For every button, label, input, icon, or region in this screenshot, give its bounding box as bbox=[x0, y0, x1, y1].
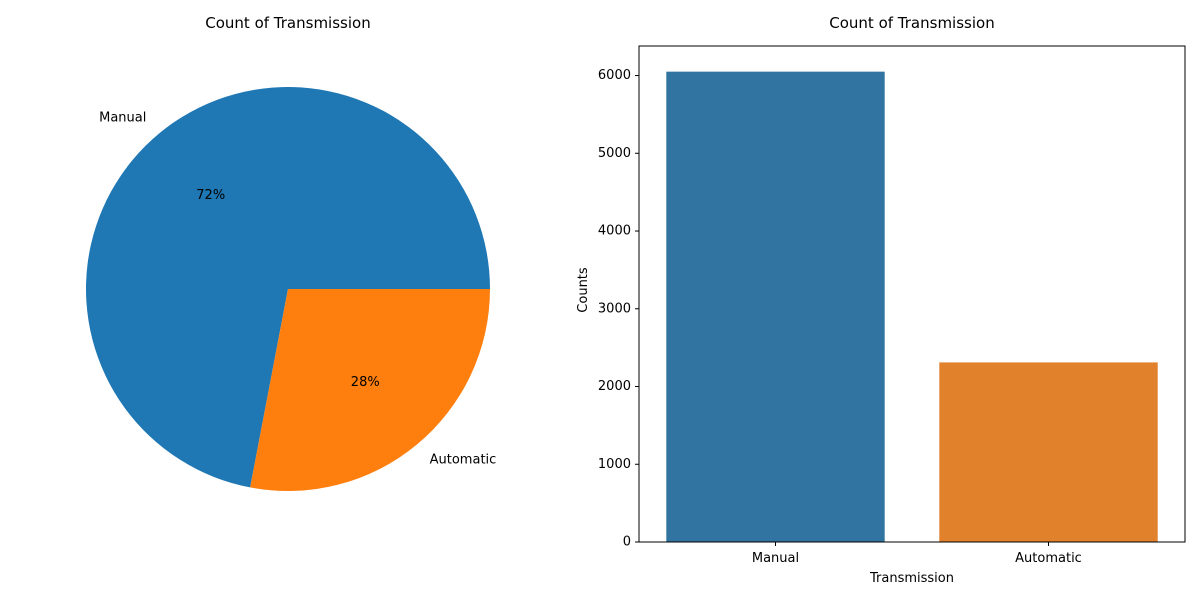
pie-chart: Count of Transmission Manual 72% Automatic… bbox=[86, 14, 496, 491]
bar-manual bbox=[666, 71, 885, 542]
axes bbox=[638, 45, 1186, 543]
y-tick-label: 5000 bbox=[598, 146, 631, 161]
pie-slice-automatic bbox=[250, 289, 490, 491]
x-tick-label: Automatic bbox=[1015, 551, 1082, 566]
y-tick-label: 2000 bbox=[598, 379, 631, 394]
y-tick-label: 3000 bbox=[598, 301, 631, 316]
pie-labels: Manual 72% Automatic 28% bbox=[99, 110, 496, 467]
plot-frame bbox=[638, 45, 1186, 543]
pie-category-label: Automatic bbox=[430, 453, 497, 468]
x-ticks: Manual Automatic bbox=[752, 542, 1082, 566]
bar-automatic bbox=[939, 362, 1158, 542]
y-tick-label: 1000 bbox=[598, 457, 631, 472]
y-tick-label: 0 bbox=[623, 535, 631, 550]
pie-title: Count of Transmission bbox=[205, 14, 370, 32]
y-tick-label: 4000 bbox=[598, 224, 631, 239]
y-ticks: 0 1000 2000 3000 4000 5000 6000 bbox=[598, 68, 639, 550]
y-axis-label: Counts bbox=[576, 267, 591, 313]
bars bbox=[666, 71, 1158, 542]
pie-category-label: Manual bbox=[99, 110, 146, 125]
y-tick-label: 6000 bbox=[598, 68, 631, 83]
pie-percent-label: 28% bbox=[351, 375, 380, 390]
x-tick-label: Manual bbox=[752, 551, 799, 566]
pie-percent-label: 72% bbox=[196, 188, 225, 203]
x-axis-label: Transmission bbox=[869, 571, 954, 586]
pie-slices bbox=[86, 86, 491, 491]
bar-title: Count of Transmission bbox=[829, 14, 994, 32]
bar-chart: Count of Transmission 0 1000 2000 3000 4000 5… bbox=[576, 14, 1186, 586]
pie-slice-manual bbox=[86, 86, 491, 488]
